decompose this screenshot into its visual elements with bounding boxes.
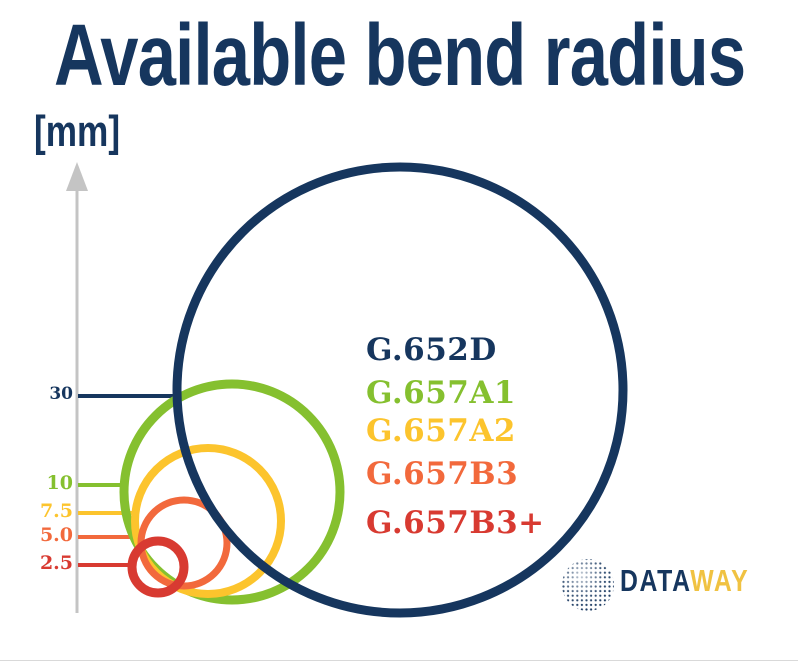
circle-g657a1 xyxy=(119,379,345,605)
tick-label-10: 10 xyxy=(46,472,73,494)
logo-text-way: WAY xyxy=(690,563,750,598)
tick-label-5-0: 5.0 xyxy=(39,524,73,546)
page-title: Available bend radius xyxy=(54,7,746,104)
axis-unit-label: [mm] xyxy=(34,107,121,156)
tick-label-2-5: 2.5 xyxy=(39,552,73,574)
legend-g657b3: G.657B3 xyxy=(366,456,519,492)
y-axis-arrowhead-icon xyxy=(66,162,88,191)
legend-g657b3plus: G.657B3+ xyxy=(366,505,545,541)
legend-g652d: G.652D xyxy=(366,332,497,368)
tick-label-30: 30 xyxy=(49,384,73,404)
legend-g657a2: G.657A2 xyxy=(366,413,516,449)
circle-g652d xyxy=(172,162,628,618)
dataway-globe-shine xyxy=(562,559,614,611)
dataway-logo: DATAWAY xyxy=(620,565,749,596)
legend-g657a1: G.657A1 xyxy=(366,375,516,411)
circle-g657b3plus xyxy=(127,536,189,598)
tick-label-7-5: 7.5 xyxy=(39,500,73,522)
circle-g657a2 xyxy=(131,444,285,598)
logo-text-data: DATA xyxy=(620,563,691,598)
